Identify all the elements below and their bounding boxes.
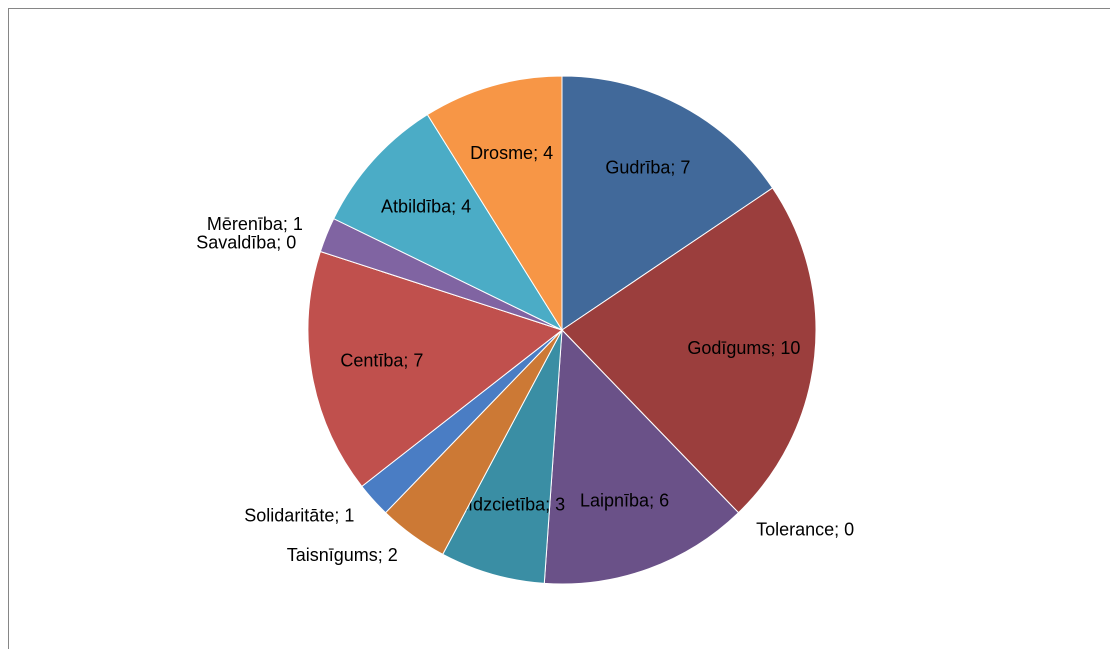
pie-slice: Gudrība <box>561 75 774 331</box>
data-label: Atbildība; 4 <box>381 196 471 216</box>
data-label: Līdzcietība; 3 <box>458 495 565 515</box>
data-label: Laipnība; 6 <box>580 491 669 511</box>
data-label: Savaldība; 0 <box>196 232 296 252</box>
pie-slice: Laipnība <box>543 328 740 585</box>
data-label: Taisnīgums; 2 <box>287 545 398 565</box>
chart-frame <box>8 8 1110 649</box>
data-label: Tolerance; 0 <box>756 520 854 540</box>
data-label: Mērenība; 1 <box>207 214 303 234</box>
data-label: Gudrība; 7 <box>605 157 690 177</box>
data-label: Solidaritāte; 1 <box>244 506 354 526</box>
pie-slice: Centība <box>307 250 564 488</box>
pie-slice: Godīgums <box>561 187 817 514</box>
data-label: Godīgums; 10 <box>687 338 800 358</box>
pie-slice: Līdzcietība <box>442 329 563 584</box>
pie-slice: Atbildība <box>333 113 564 332</box>
data-label: Drosme; 4 <box>470 143 553 163</box>
pie-slice: Drosme <box>426 75 563 332</box>
data-label: Centība; 7 <box>340 351 423 371</box>
